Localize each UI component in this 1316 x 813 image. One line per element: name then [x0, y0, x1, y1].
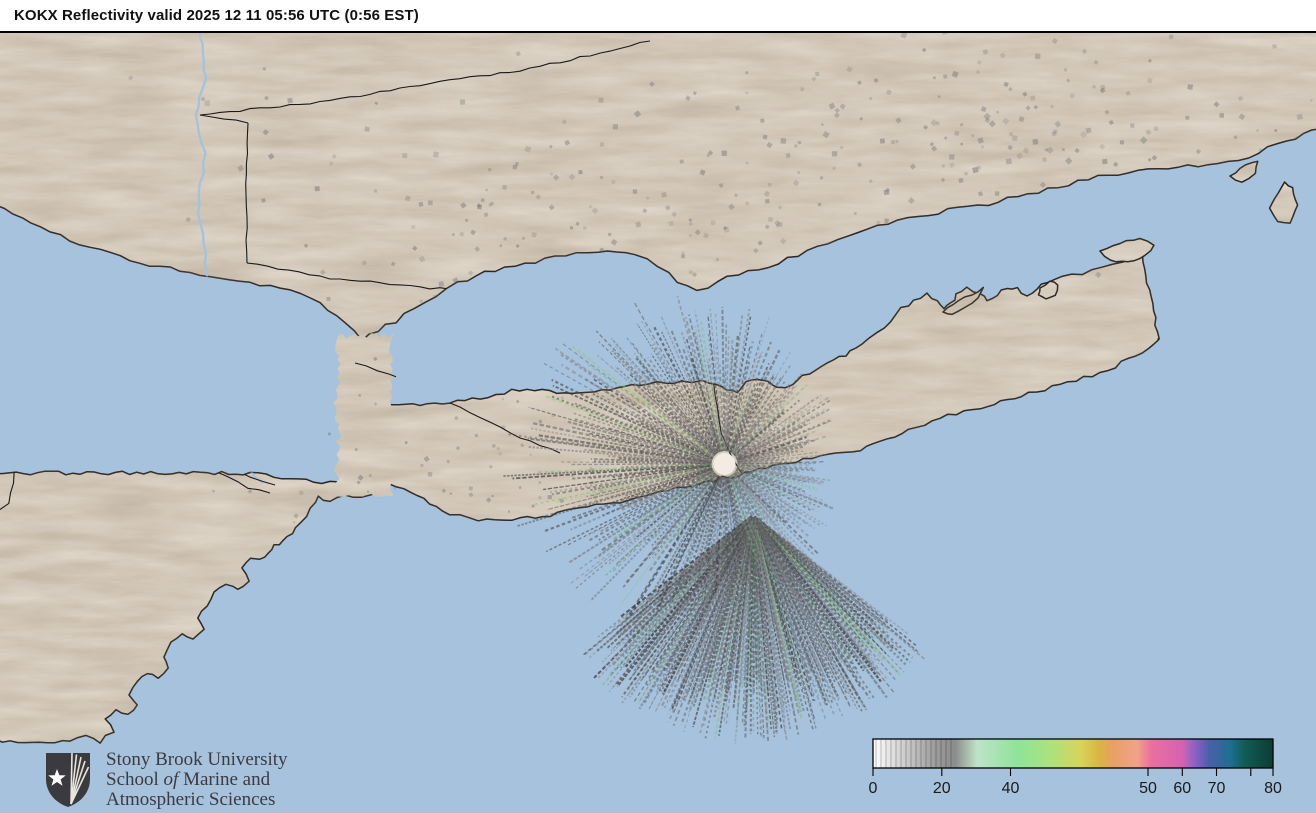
svg-text:60: 60 [1173, 780, 1191, 797]
svg-text:20: 20 [933, 780, 951, 797]
svg-text:50: 50 [1139, 780, 1157, 797]
svg-text:40: 40 [1002, 780, 1020, 797]
svg-text:0: 0 [869, 780, 878, 797]
svg-text:80: 80 [1264, 780, 1282, 797]
svg-text:70: 70 [1208, 780, 1226, 797]
